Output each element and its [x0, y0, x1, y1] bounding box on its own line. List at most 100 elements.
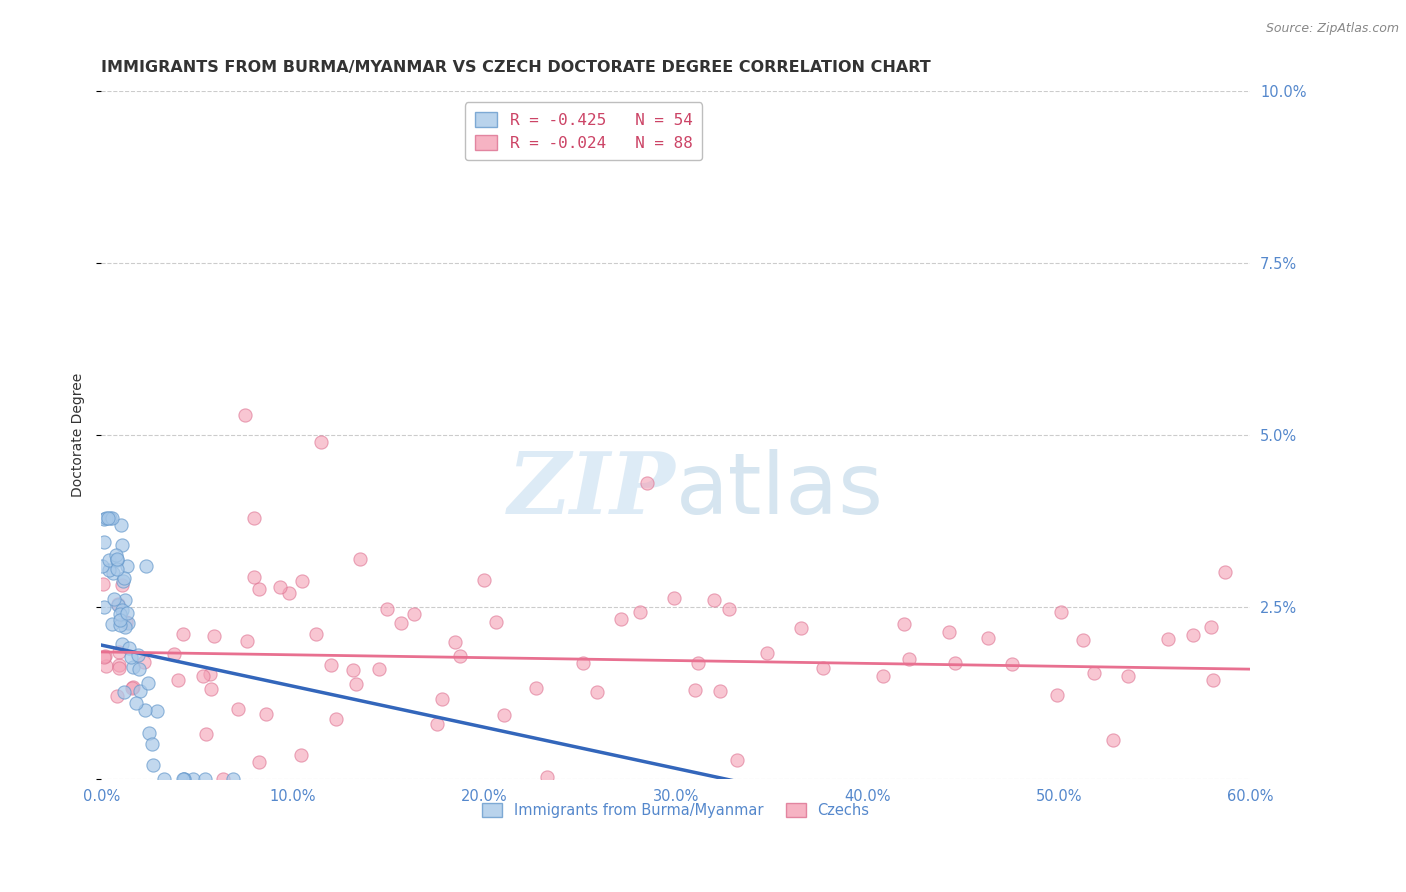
Point	[472, 573, 495, 587]
Point	[98, 510, 121, 524]
Point	[450, 648, 472, 663]
Point	[278, 586, 301, 600]
Point	[173, 772, 195, 787]
Point	[94, 510, 117, 524]
Point	[226, 702, 249, 716]
Point	[153, 772, 176, 787]
Point	[664, 591, 686, 606]
Point	[125, 697, 148, 711]
Point	[101, 616, 124, 631]
Point	[172, 772, 194, 787]
Point	[103, 591, 125, 606]
Point	[98, 563, 121, 577]
Point	[111, 637, 134, 651]
Text: IMMIGRANTS FROM BURMA/MYANMAR VS CZECH DOCTORATE DEGREE CORRELATION CHART: IMMIGRANTS FROM BURMA/MYANMAR VS CZECH D…	[101, 60, 931, 75]
Point	[243, 569, 266, 583]
Point	[1071, 632, 1094, 647]
Point	[191, 668, 214, 682]
Point	[136, 676, 159, 690]
Point	[485, 615, 508, 629]
Point	[200, 667, 222, 681]
Point	[101, 510, 124, 524]
Point	[290, 747, 312, 762]
Point	[233, 408, 256, 422]
Text: atlas: atlas	[676, 449, 884, 532]
Point	[1181, 628, 1204, 642]
Point	[129, 684, 152, 698]
Point	[325, 712, 347, 726]
Text: ZIP: ZIP	[508, 449, 676, 532]
Point	[1101, 733, 1123, 747]
Point	[93, 650, 115, 665]
Point	[111, 578, 134, 592]
Point	[524, 681, 547, 695]
Point	[114, 593, 136, 607]
Point	[1202, 673, 1225, 687]
Point	[108, 661, 131, 675]
Point	[718, 601, 741, 615]
Point	[404, 607, 426, 621]
Point	[898, 652, 921, 666]
Point	[304, 626, 326, 640]
Point	[194, 726, 217, 740]
Point	[389, 616, 412, 631]
Y-axis label: Doctorate Degree: Doctorate Degree	[72, 373, 86, 497]
Point	[204, 629, 226, 643]
Point	[432, 692, 454, 706]
Point	[269, 580, 291, 594]
Point	[790, 621, 813, 635]
Point	[114, 620, 136, 634]
Point	[91, 558, 114, 573]
Point	[1201, 620, 1223, 634]
Point	[703, 593, 725, 607]
Point	[146, 704, 169, 718]
Point	[172, 627, 194, 641]
Point	[319, 658, 342, 673]
Legend: Immigrants from Burma/Myanmar, Czechs: Immigrants from Burma/Myanmar, Czechs	[477, 797, 876, 823]
Point	[107, 598, 129, 612]
Point	[1001, 657, 1024, 672]
Point	[311, 435, 333, 450]
Point	[349, 552, 371, 566]
Point	[1116, 669, 1139, 683]
Point	[494, 707, 516, 722]
Point	[212, 772, 235, 787]
Point	[108, 657, 131, 672]
Point	[134, 655, 156, 669]
Point	[872, 669, 894, 683]
Point	[135, 558, 157, 573]
Point	[222, 772, 245, 787]
Point	[1213, 565, 1236, 579]
Point	[128, 662, 150, 676]
Point	[127, 648, 149, 662]
Point	[93, 649, 115, 664]
Point	[107, 597, 129, 611]
Point	[444, 635, 467, 649]
Point	[709, 683, 731, 698]
Point	[108, 607, 131, 621]
Point	[756, 646, 779, 660]
Point	[115, 559, 138, 574]
Point	[291, 574, 314, 588]
Point	[727, 753, 749, 767]
Point	[811, 661, 834, 675]
Point	[111, 603, 134, 617]
Point	[426, 716, 449, 731]
Point	[105, 548, 128, 562]
Point	[683, 683, 706, 698]
Point	[342, 663, 364, 677]
Point	[572, 657, 595, 671]
Point	[97, 510, 120, 524]
Point	[236, 634, 259, 648]
Point	[194, 772, 217, 787]
Point	[105, 562, 128, 576]
Point	[110, 517, 132, 532]
Point	[173, 772, 195, 787]
Text: Source: ZipAtlas.com: Source: ZipAtlas.com	[1265, 22, 1399, 36]
Point	[368, 662, 391, 676]
Point	[166, 673, 188, 687]
Point	[536, 770, 558, 784]
Point	[93, 535, 115, 549]
Point	[1083, 666, 1105, 681]
Point	[628, 606, 651, 620]
